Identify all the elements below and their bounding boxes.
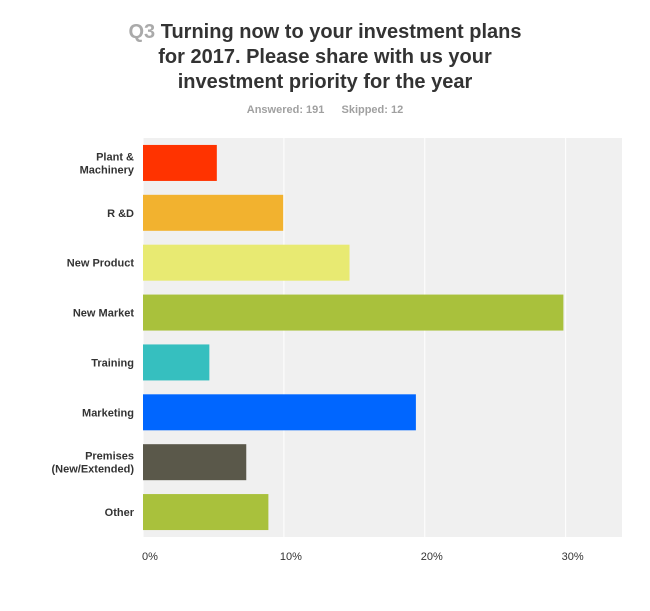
question-title-line-2: for 2017. Please share with us your [158,46,492,68]
bar [143,294,564,331]
question-title: Q3 Turning now to your investment plans … [75,20,575,95]
category-label: Training [91,357,134,369]
x-tick-label: 30% [562,551,584,563]
bar [143,244,350,281]
x-tick-label: 20% [421,551,443,563]
bar [143,494,269,531]
category-label: Other [105,507,135,519]
bar [143,144,217,181]
bar [143,344,210,381]
bar [143,394,416,431]
category-label: Marketing [82,407,134,419]
x-tick-label: 10% [280,551,302,563]
answered-count: Answered: 191 [246,104,325,116]
bar [143,444,247,481]
category-label: Premises (New/Extended) [51,451,134,476]
bar [143,194,284,231]
bars [143,144,564,531]
response-stats: Answered: 191 Skipped: 12 [75,104,575,116]
category-label: Plant & Machinery [80,151,135,176]
question-number: Q3 [128,21,156,43]
x-tick-label: 0% [142,551,158,563]
category-label: New Market [73,308,134,320]
category-label: New Product [67,258,135,270]
question-title-line-1: Turning now to your investment plans [160,21,522,43]
skipped-count: Skipped: 12 [341,104,404,116]
question-title-line-3: investment priority for the year [177,71,473,93]
tick-labels: 0% 10% 20% 30% [142,551,584,563]
category-labels: Plant & Machinery R &D New Product New Marke… [51,151,134,519]
category-label: R &D [107,208,134,220]
